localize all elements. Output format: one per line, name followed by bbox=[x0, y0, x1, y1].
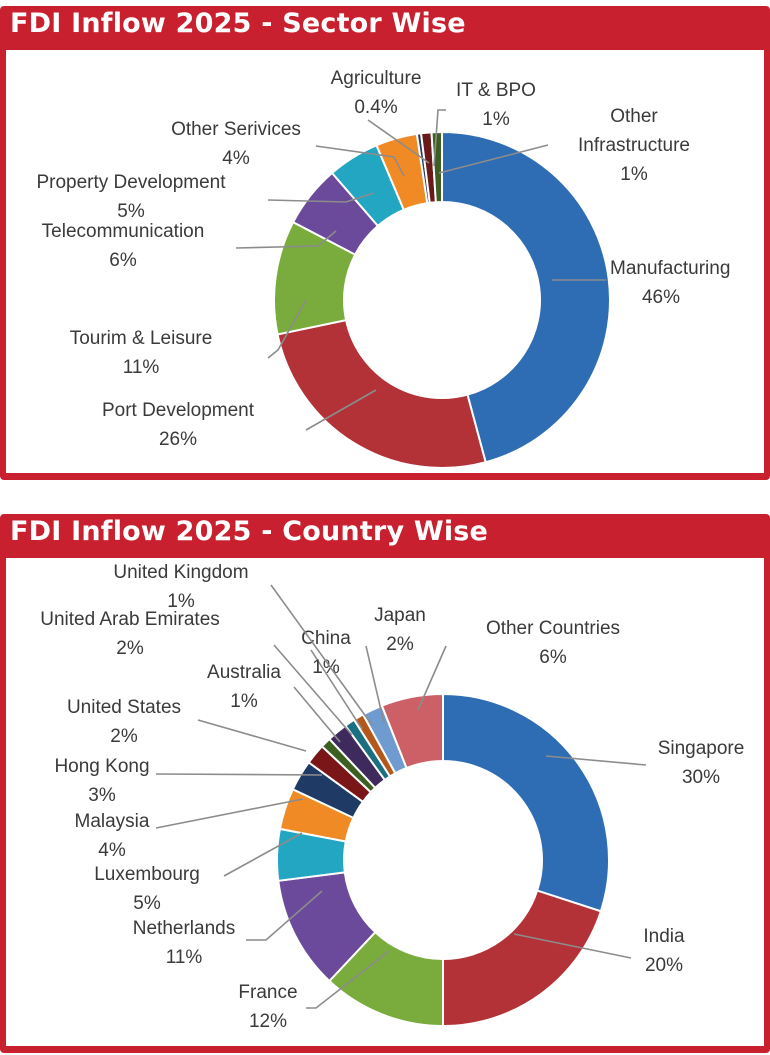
sector-leader-line-telecommunication bbox=[235, 230, 337, 249]
country-category-label-luxembourg: Luxembourg bbox=[94, 864, 200, 885]
country-value-label-singapore: 30% bbox=[682, 767, 720, 788]
sector-value-label-other-serivices: 4% bbox=[222, 148, 250, 169]
country-category-label-singapore: Singapore bbox=[658, 738, 745, 759]
sector-slice-manufacturing bbox=[441, 130, 611, 464]
sector-category-label-other-infrastructure-line2: Infrastructure bbox=[578, 135, 690, 156]
sector-value-label-telecommunication: 6% bbox=[109, 250, 137, 271]
country-leader-line-other-countries bbox=[417, 645, 447, 711]
sector-category-label-telecommunication: Telecommunication bbox=[42, 221, 205, 242]
sector-category-label-other-infrastructure: Other bbox=[610, 106, 658, 127]
country-category-label-india: India bbox=[643, 926, 685, 947]
country-chart-panel: FDI Inflow 2025 - Country Wise Singapore… bbox=[0, 514, 770, 1053]
country-leader-line-malaysia bbox=[155, 798, 304, 829]
sector-value-label-property-development: 5% bbox=[117, 201, 145, 222]
sector-leader-line-tourim-leisure bbox=[267, 299, 307, 359]
country-value-label-other-countries: 6% bbox=[539, 647, 567, 668]
sector-category-label-other-serivices: Other Serivices bbox=[171, 119, 301, 140]
sector-category-label-port-development: Port Development bbox=[102, 400, 255, 421]
country-leader-line-netherlands bbox=[246, 890, 323, 941]
sector-leader-line-other-serivices bbox=[315, 145, 405, 177]
country-category-label-australia: Australia bbox=[207, 662, 281, 683]
country-leader-line-france bbox=[306, 950, 390, 1009]
country-slice-india bbox=[442, 889, 603, 1028]
country-leader-line-japan bbox=[365, 645, 385, 724]
country-chart-title: FDI Inflow 2025 - Country Wise bbox=[10, 516, 489, 547]
sector-category-label-agriculture: Agriculture bbox=[331, 68, 422, 89]
sector-leader-line-agriculture bbox=[367, 119, 430, 164]
sector-value-label-it-bpo: 1% bbox=[482, 109, 510, 130]
country-value-label-netherlands: 11% bbox=[166, 947, 203, 968]
country-value-label-france: 12% bbox=[249, 1011, 287, 1032]
country-value-label-united-arab-emirates: 2% bbox=[116, 638, 144, 659]
sector-chart-title: FDI Inflow 2025 - Sector Wise bbox=[10, 8, 466, 39]
country-chart-area: Singapore 30% India 20% France 12% Netherlands… bbox=[6, 558, 764, 1046]
country-leader-line-united-kingdom bbox=[270, 584, 373, 726]
sector-leader-line-other-infrastructure bbox=[438, 144, 549, 174]
sector-slice-port-development bbox=[276, 318, 487, 469]
sector-value-label-tourim-leisure: 11% bbox=[123, 357, 160, 378]
country-leader-line-united-arab-emirates bbox=[273, 644, 353, 736]
country-value-label-united-states: 2% bbox=[110, 726, 138, 747]
sector-chart-area: Manufacturing 46% Port Development 26% Touri… bbox=[6, 50, 764, 473]
country-value-label-malaysia: 4% bbox=[98, 840, 126, 861]
country-category-label-france: France bbox=[238, 982, 297, 1003]
country-leader-line-india bbox=[513, 933, 632, 959]
sector-category-label-manufacturing: Manufacturing bbox=[610, 258, 730, 279]
sector-donut-chart: Manufacturing 46% Port Development 26% Touri… bbox=[36, 68, 730, 469]
country-value-label-china: 1% bbox=[312, 657, 340, 678]
country-leader-line-hong-kong bbox=[155, 773, 323, 776]
country-slice-singapore bbox=[442, 692, 610, 913]
country-value-label-india: 20% bbox=[645, 955, 683, 976]
sector-leader-line-property-development bbox=[267, 192, 375, 203]
country-category-label-netherlands: Netherlands bbox=[133, 918, 235, 939]
country-donut-chart: Singapore 30% India 20% France 12% Netherlands… bbox=[40, 562, 745, 1032]
sector-value-label-manufacturing: 46% bbox=[642, 287, 680, 308]
sector-category-label-it-bpo: IT & BPO bbox=[456, 80, 536, 101]
country-value-label-united-kingdom: 1% bbox=[167, 591, 195, 612]
country-leader-line-china bbox=[310, 649, 363, 730]
country-category-label-united-kingdom: United Kingdom bbox=[113, 562, 248, 583]
country-leader-line-australia bbox=[293, 686, 341, 743]
country-value-label-hong-kong: 3% bbox=[88, 785, 116, 806]
country-leader-line-singapore bbox=[545, 755, 647, 766]
country-category-label-united-arab-emirates: United Arab Emirates bbox=[40, 609, 220, 630]
country-category-label-japan: Japan bbox=[374, 605, 426, 626]
sector-value-label-port-development: 26% bbox=[159, 429, 197, 450]
country-category-label-malaysia: Malaysia bbox=[75, 811, 150, 832]
country-category-label-united-states: United States bbox=[67, 697, 181, 718]
country-value-label-australia: 1% bbox=[230, 691, 258, 712]
sector-category-label-property-development: Property Development bbox=[36, 172, 226, 193]
country-value-label-luxembourg: 5% bbox=[133, 893, 161, 914]
country-leader-line-united-states bbox=[197, 719, 307, 752]
country-category-label-other-countries: Other Countries bbox=[486, 618, 620, 639]
sector-chart-panel: FDI Inflow 2025 - Sector Wise Manufactur… bbox=[0, 6, 770, 480]
country-slice-other-countries bbox=[380, 692, 444, 770]
country-leader-line-luxembourg bbox=[223, 832, 303, 877]
sector-slice-other-infrastructure bbox=[430, 130, 443, 204]
sector-leader-line-it-bpo bbox=[433, 109, 446, 167]
sector-value-label-other-infrastructure: 1% bbox=[620, 164, 648, 185]
country-value-label-japan: 2% bbox=[386, 634, 414, 655]
country-category-label-hong-kong: Hong Kong bbox=[54, 756, 149, 777]
sector-value-label-agriculture: 0.4% bbox=[354, 97, 397, 118]
sector-leader-line-port-development bbox=[305, 389, 377, 431]
sector-category-label-tourim-leisure: Tourim & Leisure bbox=[70, 328, 213, 349]
